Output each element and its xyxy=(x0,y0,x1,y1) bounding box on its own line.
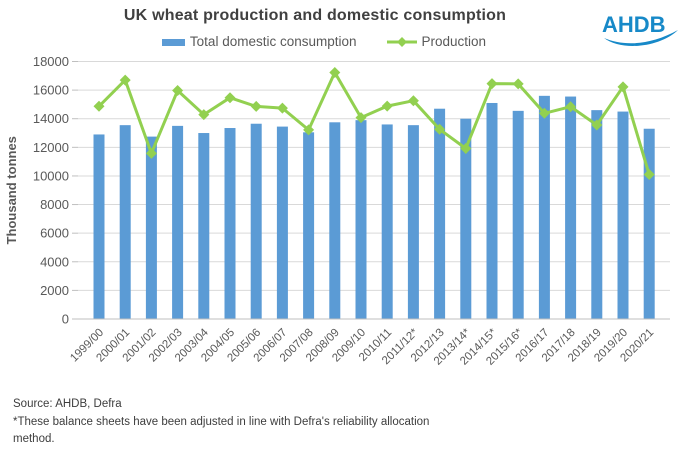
consumption-bar xyxy=(512,110,524,320)
production-marker xyxy=(276,102,288,114)
ahdb-logo: AHDB xyxy=(602,12,678,46)
production-marker xyxy=(381,100,393,112)
production-marker xyxy=(250,100,262,112)
production-marker xyxy=(172,85,184,97)
consumption-bar xyxy=(434,108,446,319)
production-marker xyxy=(145,147,157,159)
production-marker xyxy=(538,107,550,119)
y-tick-label: 14000 xyxy=(33,111,69,126)
chart-title: UK wheat production and domestic consump… xyxy=(123,7,507,24)
production-marker xyxy=(617,81,629,93)
ahdb-logo-wave-icon xyxy=(604,30,678,46)
consumption-bar xyxy=(486,102,498,319)
ahdb-logo-text: AHDB xyxy=(602,12,666,37)
y-tick-label: 8000 xyxy=(40,197,69,212)
y-tick-label: 0 xyxy=(62,312,69,327)
consumption-bar xyxy=(538,95,550,319)
consumption-bar xyxy=(643,128,655,319)
production-marker xyxy=(460,142,472,154)
y-tick-label: 4000 xyxy=(40,254,69,269)
legend-item-consumption: Total domestic consumption xyxy=(161,34,357,49)
source-text: Source: AHDB, Defra xyxy=(13,398,122,410)
production-marker xyxy=(329,67,341,79)
production-marker xyxy=(486,78,498,90)
production-marker xyxy=(93,100,105,112)
consumption-bar xyxy=(355,120,367,320)
production-marker xyxy=(565,101,577,113)
consumption-bar xyxy=(93,134,105,319)
consumption-bar xyxy=(224,128,236,319)
y-tick-label: 16000 xyxy=(33,83,69,98)
production-marker xyxy=(434,123,446,135)
production-marker xyxy=(407,95,419,107)
consumption-bar xyxy=(381,124,393,319)
consumption-bar xyxy=(460,118,472,319)
consumption-bar xyxy=(198,133,210,319)
production-marker xyxy=(355,112,367,124)
legend-label-production: Production xyxy=(421,34,487,49)
production-line xyxy=(97,71,651,175)
consumption-bar xyxy=(172,125,184,319)
legend-item-production: Production xyxy=(386,34,487,49)
chart-footer: Source: AHDB, Defra *These balance sheet… xyxy=(13,396,449,448)
bar-swatch-icon xyxy=(161,38,185,46)
consumption-bar xyxy=(145,136,157,319)
chart-canvas: 0 2000 4000 6000 8000 10000 12000 14000 16000 180… xyxy=(4,54,670,368)
chart-legend: Total domestic consumption Production xyxy=(0,34,648,49)
y-axis-title: Thousand tonnes xyxy=(4,136,19,244)
footnote-text: *These balance sheets have been adjusted… xyxy=(13,416,430,446)
y-tick-label: 10000 xyxy=(33,168,69,183)
production-marker xyxy=(643,169,655,181)
production-marker xyxy=(224,92,236,104)
consumption-bar xyxy=(329,122,341,319)
legend-label-consumption: Total domestic consumption xyxy=(189,34,357,49)
line-diamond-swatch-icon xyxy=(386,36,417,47)
production-marker xyxy=(512,78,524,90)
consumption-bar xyxy=(119,125,131,319)
y-tick-label: 6000 xyxy=(40,226,69,241)
consumption-bar xyxy=(250,123,262,320)
consumption-bar xyxy=(591,110,603,319)
production-marker xyxy=(119,74,131,86)
production-marker xyxy=(303,124,315,136)
production-marker xyxy=(198,109,210,121)
consumption-bar xyxy=(617,111,629,319)
production-marker xyxy=(591,119,603,131)
y-tick-label: 12000 xyxy=(33,140,69,155)
consumption-bar xyxy=(565,96,577,319)
y-tick-label: 2000 xyxy=(40,283,69,298)
consumption-bar xyxy=(303,132,315,319)
consumption-bar xyxy=(407,125,419,319)
y-tick-label: 18000 xyxy=(33,54,69,69)
consumption-bar xyxy=(276,126,288,320)
